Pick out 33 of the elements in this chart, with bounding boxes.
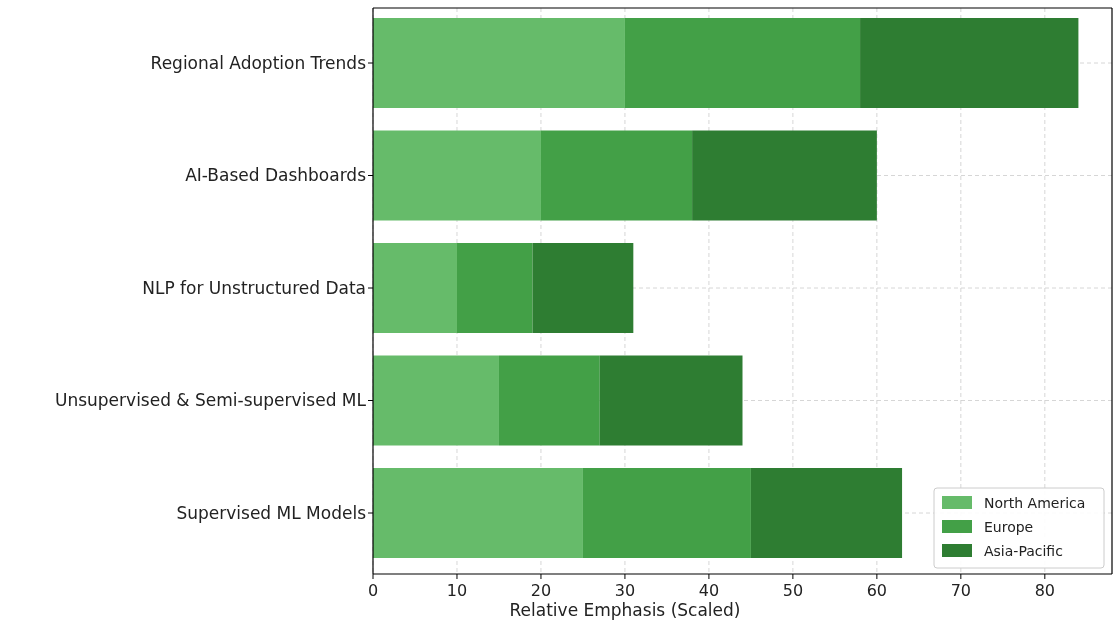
bar <box>532 243 634 333</box>
bar <box>373 18 625 108</box>
y-tick-label: Regional Adoption Trends <box>150 52 367 73</box>
bar <box>540 130 693 221</box>
y-tick-label: AI-Based Dashboards <box>185 165 367 186</box>
x-tick-label: 0 <box>367 581 379 600</box>
bar <box>624 18 861 108</box>
legend-label: Europe <box>984 518 1034 535</box>
x-tick-label: 60 <box>866 581 888 600</box>
x-tick-label: 30 <box>614 581 636 600</box>
x-tick-label: 80 <box>1034 581 1055 600</box>
bar <box>599 355 743 446</box>
bar <box>373 130 541 221</box>
x-tick-label: 40 <box>698 581 720 600</box>
bar <box>373 355 499 446</box>
bar <box>692 130 877 221</box>
bar <box>373 468 583 558</box>
bar <box>860 18 1079 108</box>
bar <box>750 468 903 558</box>
x-axis-title: Relative Emphasis (Scaled) <box>509 600 741 620</box>
x-tick-label: 10 <box>446 581 468 600</box>
x-tick-label: 70 <box>950 581 972 600</box>
legend-label: North America <box>984 494 1086 511</box>
x-tick-label: 50 <box>782 581 804 600</box>
y-tick-label: Unsupervised & Semi-supervised ML <box>54 390 367 411</box>
bar <box>373 243 457 333</box>
x-tick-label: 20 <box>530 581 552 600</box>
bar <box>456 243 533 333</box>
legend-label: Asia-Pacific <box>984 542 1063 559</box>
bar <box>582 468 751 558</box>
bar <box>498 355 600 446</box>
y-tick-label: Supervised ML Models <box>176 502 367 523</box>
y-tick-label: NLP for Unstructured Data <box>142 277 366 298</box>
